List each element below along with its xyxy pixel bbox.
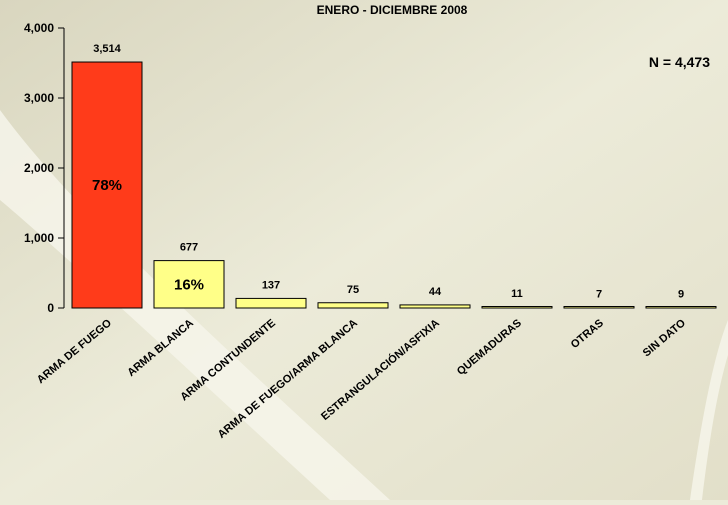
- bar-value-label: 75: [347, 284, 359, 296]
- bar-percent-label: 16%: [174, 276, 204, 293]
- bar-value-label: 9: [678, 288, 684, 300]
- bar-value-label: 44: [429, 286, 442, 298]
- bar-value-label: 11: [511, 288, 523, 300]
- bar: [645, 306, 717, 309]
- bars-group: 3,514 78% 677 16% 137 75 44 11 7 9: [71, 43, 717, 309]
- bar-value-label: 137: [262, 279, 280, 291]
- bar-value-label: 7: [596, 289, 602, 301]
- y-tick-label: 2,000: [24, 161, 54, 175]
- background-streak: [690, 320, 728, 500]
- bar: [563, 306, 635, 309]
- bar: [71, 61, 143, 309]
- bar: [235, 297, 307, 309]
- y-tick-label: 4,000: [24, 21, 54, 35]
- bar-value-label: 677: [180, 242, 198, 254]
- bar: [481, 306, 553, 309]
- y-tick-label: 1,000: [24, 231, 54, 245]
- y-tick-label: 0: [47, 301, 54, 315]
- y-axis: 0 1,000 2,000 3,000 4,000: [24, 21, 65, 315]
- bar-value-label: 3,514: [93, 43, 121, 55]
- y-tick-label: 3,000: [24, 91, 54, 105]
- bar-percent-label: 78%: [92, 177, 122, 194]
- sample-size-annotation: N = 4,473: [649, 54, 710, 70]
- bar: [399, 304, 471, 309]
- bar: [153, 260, 225, 309]
- chart-title: ENERO - DICIEMBRE 2008: [317, 3, 468, 17]
- bar: [317, 302, 389, 309]
